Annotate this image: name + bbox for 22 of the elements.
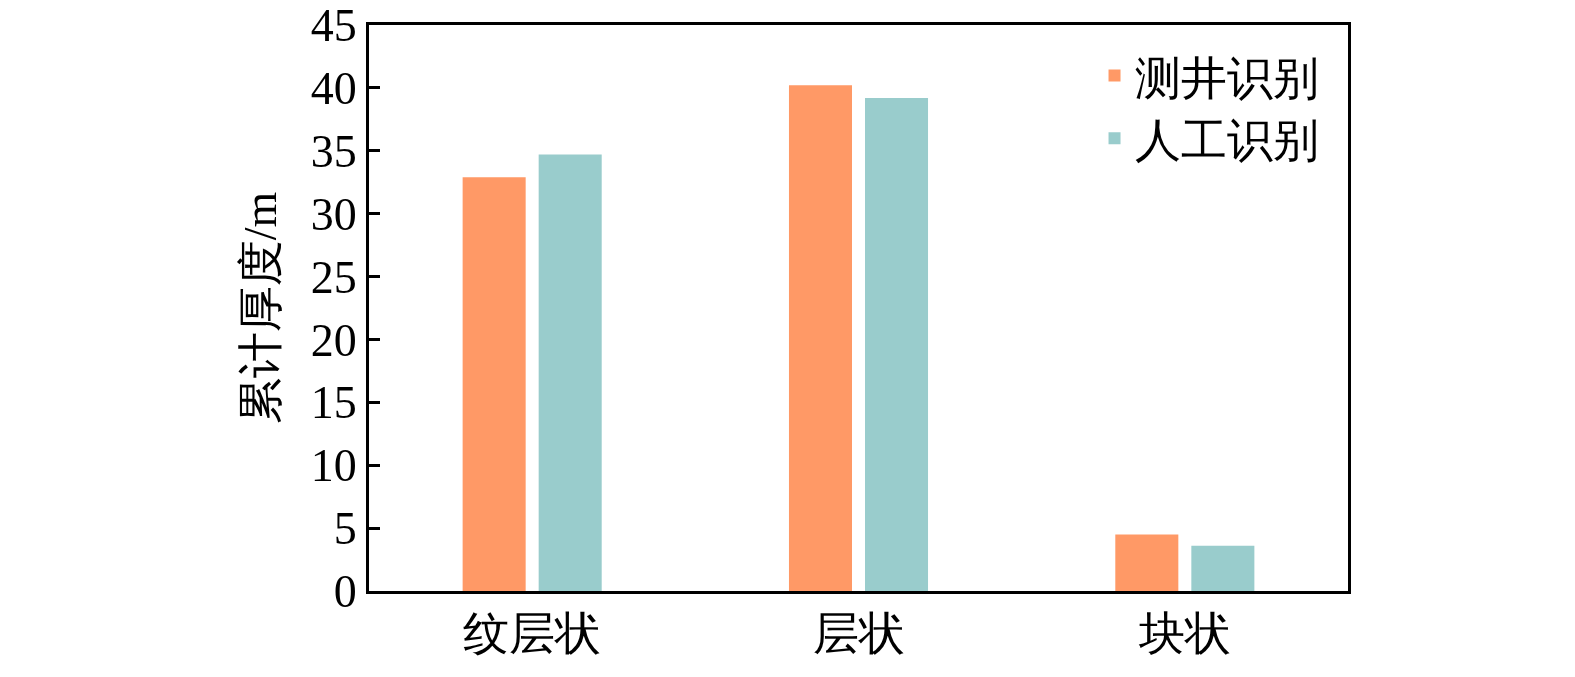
x-tick-label: 层状 bbox=[812, 608, 905, 660]
bar bbox=[788, 85, 852, 591]
bar bbox=[462, 177, 526, 591]
legend-label: 人工识别 bbox=[1134, 115, 1319, 167]
x-tick-label: 块状 bbox=[1137, 608, 1231, 660]
y-tick-label: 40 bbox=[310, 62, 357, 114]
bar bbox=[1115, 534, 1179, 591]
y-tick-label: 25 bbox=[310, 251, 357, 303]
y-tick-label: 0 bbox=[333, 566, 357, 618]
bar bbox=[1191, 545, 1255, 591]
y-tick-label: 5 bbox=[333, 503, 357, 555]
y-axis-title: 累计厚度/m bbox=[235, 191, 287, 425]
y-tick-label: 10 bbox=[310, 440, 357, 492]
y-tick-label: 20 bbox=[310, 314, 357, 366]
x-tick-label: 纹层状 bbox=[463, 608, 602, 660]
y-tick-label: 35 bbox=[310, 125, 357, 177]
bar bbox=[538, 154, 602, 591]
y-tick-label: 30 bbox=[310, 188, 357, 240]
y-tick-label: 15 bbox=[310, 377, 357, 429]
y-tick-label: 45 bbox=[310, 0, 357, 52]
legend-label: 测井识别 bbox=[1134, 52, 1319, 104]
bar bbox=[865, 97, 929, 591]
